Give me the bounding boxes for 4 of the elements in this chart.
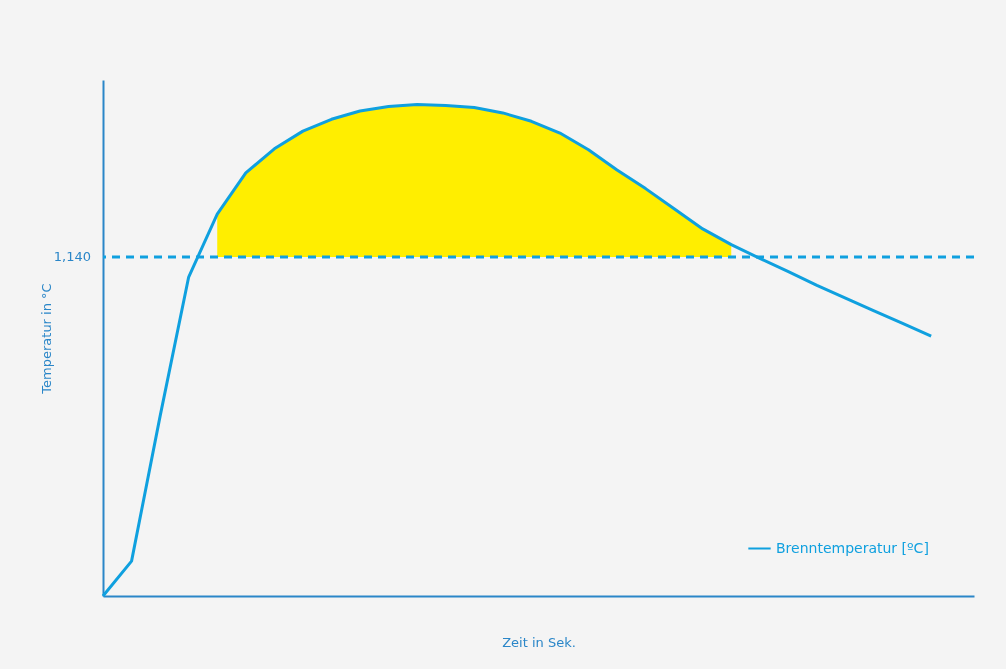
text: 1,140 bbox=[53, 248, 91, 264]
legend-label: Brenntemperatur [ºC] bbox=[776, 539, 929, 556]
y-axis-title: Temperatur in °C bbox=[38, 283, 54, 395]
x-axis-title: Zeit in Sek. bbox=[502, 634, 576, 650]
